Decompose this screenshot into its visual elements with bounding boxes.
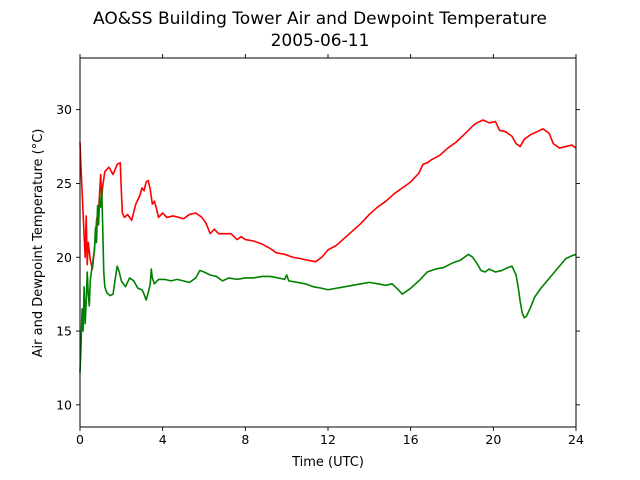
chart-title: AO&SS Building Tower Air and Dewpoint Te… xyxy=(93,9,547,29)
x-tick-label: 24 xyxy=(568,432,584,447)
chart-subtitle: 2005-06-11 xyxy=(271,31,370,51)
tick-layer: 0 4 8 12 16 20 24 10 15 20 25 30 xyxy=(56,54,584,447)
series-line-1 xyxy=(79,187,577,373)
x-tick-label: 20 xyxy=(485,432,501,447)
y-axis-label: Air and Dewpoint Temperature (°C) xyxy=(31,129,46,358)
plot-frame xyxy=(79,57,577,428)
x-axis-label: Time (UTC) xyxy=(291,455,364,470)
y-tick-label: 20 xyxy=(56,250,72,265)
y-tick-label: 10 xyxy=(56,397,72,412)
x-tick-label: 16 xyxy=(403,432,419,447)
series-line-0 xyxy=(79,119,577,270)
y-tick-label: 30 xyxy=(56,102,72,117)
y-tick-label: 15 xyxy=(56,324,72,339)
series-layer xyxy=(79,119,577,373)
x-tick-label: 12 xyxy=(320,432,336,447)
x-tick-label: 4 xyxy=(159,432,167,447)
y-tick-label: 25 xyxy=(56,176,72,191)
plot-area: 0 4 8 12 16 20 24 10 15 20 25 30 xyxy=(56,54,584,447)
x-tick-label: 8 xyxy=(241,432,249,447)
x-tick-label: 0 xyxy=(76,432,84,447)
